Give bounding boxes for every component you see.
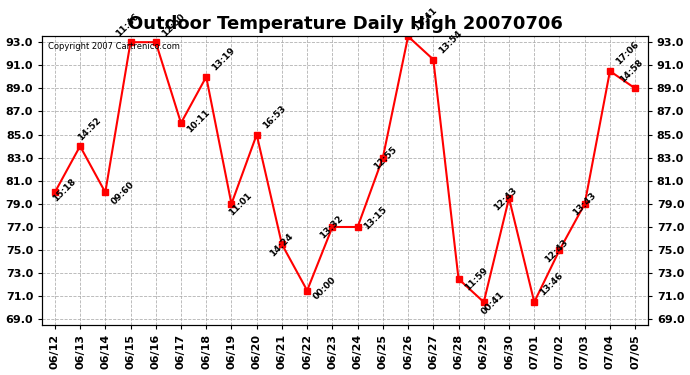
Text: 13:54: 13:54 [437, 28, 464, 56]
Text: 09:60: 09:60 [110, 180, 136, 206]
Text: 13:15: 13:15 [362, 204, 388, 231]
Text: 11:46: 11:46 [114, 11, 141, 38]
Text: 00:00: 00:00 [311, 275, 337, 302]
Text: 12:43: 12:43 [543, 237, 569, 264]
Text: 15:18: 15:18 [50, 177, 77, 204]
Text: 13:46: 13:46 [538, 271, 565, 298]
Text: 16:53: 16:53 [261, 104, 288, 130]
Text: 10:11: 10:11 [185, 108, 212, 134]
Text: 12:43: 12:43 [493, 185, 519, 212]
Text: 14:24: 14:24 [268, 231, 295, 258]
Text: 14:58: 14:58 [618, 57, 645, 84]
Text: 13:41: 13:41 [412, 6, 439, 32]
Text: 12:55: 12:55 [372, 145, 398, 172]
Text: 00:41: 00:41 [480, 290, 506, 316]
Text: 13:43: 13:43 [571, 191, 598, 218]
Text: 14:52: 14:52 [76, 115, 103, 142]
Text: 11:01: 11:01 [227, 191, 254, 218]
Title: Outdoor Temperature Daily High 20070706: Outdoor Temperature Daily High 20070706 [128, 15, 562, 33]
Text: 13:19: 13:19 [210, 46, 237, 73]
Text: 12:50: 12:50 [160, 12, 186, 38]
Text: 13:32: 13:32 [319, 214, 345, 241]
Text: 17:06: 17:06 [614, 40, 641, 67]
Text: 11:59: 11:59 [463, 266, 489, 293]
Text: Copyright 2007 Cartrenico.com: Copyright 2007 Cartrenico.com [48, 42, 180, 51]
